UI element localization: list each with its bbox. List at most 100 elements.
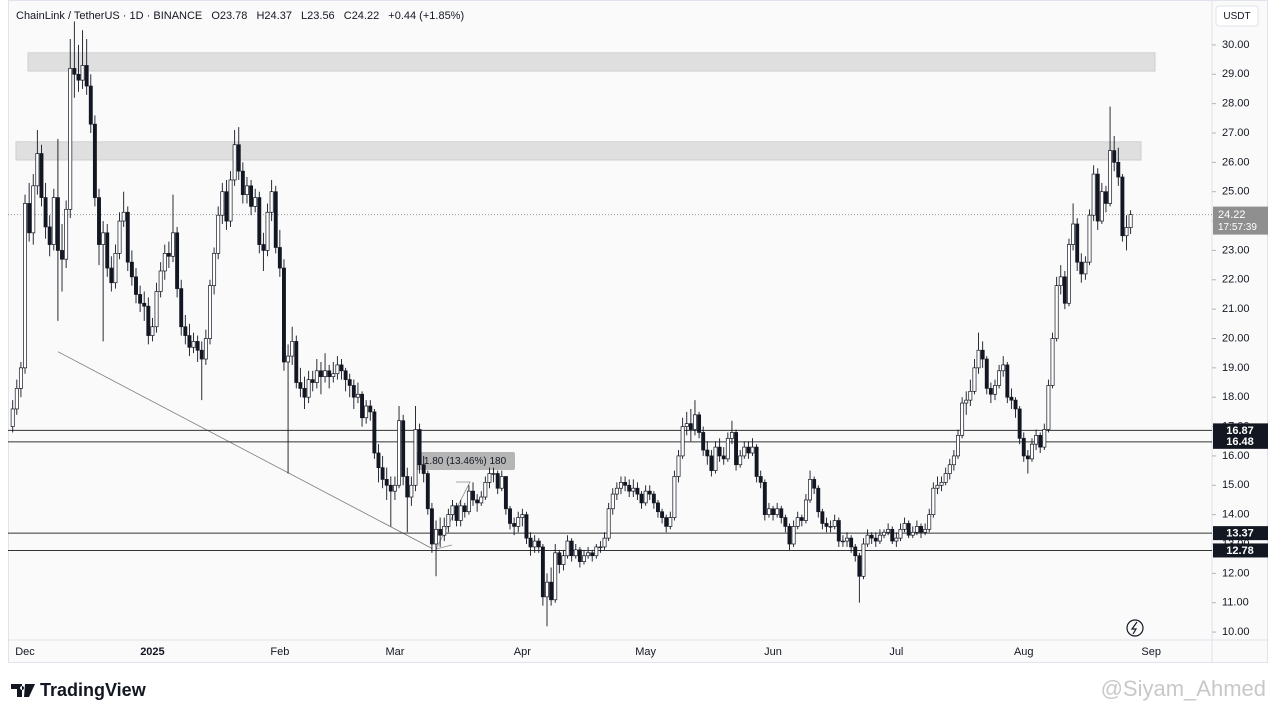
- level-label: 16.87: [1226, 425, 1254, 437]
- candle-body: [721, 455, 726, 460]
- candle-body: [610, 493, 615, 510]
- candle-body: [812, 479, 817, 489]
- candle-body: [869, 534, 874, 539]
- candle-body: [68, 68, 73, 210]
- candle-body: [972, 367, 977, 392]
- level-label-box: [1213, 423, 1268, 438]
- candle-body: [392, 484, 397, 492]
- candle-body: [499, 476, 504, 489]
- candle-body: [545, 581, 549, 598]
- candle-body: [1058, 276, 1063, 287]
- candle-body: [249, 185, 254, 207]
- legend-open: O23.78: [211, 10, 247, 22]
- candle-body: [935, 484, 940, 489]
- candle-body: [495, 473, 500, 489]
- candle-body: [619, 481, 623, 489]
- x-tick-label: Jul: [889, 646, 903, 658]
- candle-body: [277, 247, 282, 269]
- candle-body: [1112, 150, 1117, 163]
- candle-body: [631, 487, 636, 492]
- candle-body: [429, 508, 434, 545]
- candle-body: [779, 508, 784, 518]
- candle-body: [142, 302, 147, 307]
- y-tick-label: 16.00: [1222, 450, 1250, 462]
- candle-body: [64, 208, 69, 260]
- candle-body: [882, 531, 886, 536]
- symbol-legend: ChainLink / TetherUS · 1D · BINANCE O23.…: [16, 10, 464, 22]
- candle-body: [113, 253, 118, 284]
- candle-body: [886, 528, 891, 533]
- candle-body: [47, 226, 52, 245]
- candle-body: [516, 517, 521, 527]
- symbol: ChainLink / TetherUS · 1D · BINANCE: [16, 10, 202, 22]
- candle-body: [988, 388, 993, 395]
- candle-body: [976, 349, 981, 369]
- currency: USDT: [1223, 11, 1250, 22]
- candle-body: [302, 388, 307, 398]
- candle-body: [10, 408, 15, 427]
- candle-body: [923, 528, 928, 533]
- trendline: [57, 351, 433, 549]
- candle-body: [1104, 191, 1108, 204]
- y-tick-label: 27.00: [1222, 127, 1250, 139]
- candle-body: [939, 481, 944, 486]
- candle-body: [166, 253, 171, 257]
- candle-body: [273, 191, 278, 248]
- y-tick-label: 19.00: [1222, 362, 1250, 374]
- candle-body: [179, 288, 184, 328]
- candle-body: [208, 285, 212, 339]
- candle-body: [364, 405, 369, 419]
- candle-body: [906, 523, 911, 536]
- x-tick-label: Jun: [764, 646, 782, 658]
- candle-body: [92, 123, 97, 198]
- x-tick-label: Sep: [1141, 646, 1161, 658]
- candle-body: [421, 464, 426, 474]
- candle-body: [479, 496, 484, 504]
- candle-body: [88, 85, 93, 125]
- candle-body: [1087, 214, 1092, 263]
- candle-body: [762, 481, 767, 515]
- candle-body: [290, 341, 295, 357]
- candle-body: [910, 531, 915, 536]
- replay-icon[interactable]: [1126, 619, 1144, 637]
- currency-box[interactable]: [1215, 5, 1259, 27]
- icon-circle: [1126, 619, 1144, 637]
- candle-body: [125, 211, 130, 263]
- watermark: @Siyam_Ahmed: [1101, 676, 1266, 701]
- legend-close: C24.22: [344, 10, 379, 22]
- candle-body: [754, 446, 759, 477]
- candle-body: [746, 446, 751, 454]
- candle-body: [688, 423, 693, 430]
- candle-body: [253, 197, 258, 207]
- candle-body: [684, 423, 689, 427]
- candle-body: [853, 546, 858, 557]
- candle-body: [1099, 191, 1104, 222]
- candle-body: [639, 493, 644, 504]
- candle-body: [417, 429, 422, 466]
- candle-body: [676, 455, 681, 477]
- candle-body: [729, 432, 734, 439]
- candle-body: [532, 540, 537, 548]
- y-tick-label: 28.00: [1222, 98, 1250, 110]
- candle-body: [261, 244, 266, 251]
- candle-body: [1062, 276, 1067, 304]
- candle-body: [368, 405, 373, 413]
- candle-body: [734, 432, 739, 466]
- measure-label: 1.80 (13.46%) 180: [424, 456, 507, 467]
- candle-body: [927, 514, 932, 530]
- candle-body: [1067, 244, 1071, 304]
- candle-body: [310, 379, 315, 383]
- candle-body: [738, 455, 743, 466]
- candle-body: [828, 526, 833, 528]
- candle-body: [183, 326, 188, 336]
- candle-body: [943, 473, 948, 483]
- brand-logo[interactable]: TradingView: [11, 680, 147, 700]
- candle-body: [1050, 338, 1055, 386]
- candle-body: [902, 523, 907, 530]
- candle-body: [72, 68, 77, 75]
- y-tick-label: 21.00: [1222, 303, 1250, 315]
- candle-body: [462, 505, 467, 513]
- candle-body: [1013, 399, 1018, 410]
- level-label-box: [1213, 543, 1268, 558]
- candle-body: [306, 379, 311, 398]
